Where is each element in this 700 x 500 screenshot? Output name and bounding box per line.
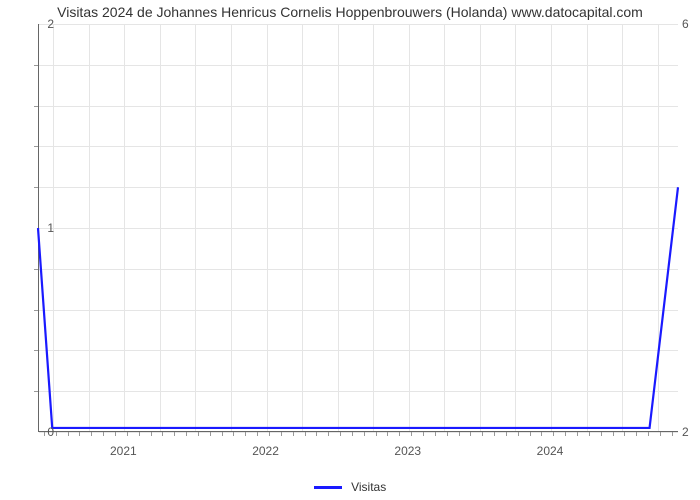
x-minor-tick (103, 432, 104, 436)
x-minor-tick (56, 432, 57, 436)
x-minor-tick (245, 432, 246, 436)
x-minor-tick (648, 432, 649, 436)
y-minor-tick (34, 146, 38, 147)
x-minor-tick (553, 432, 554, 436)
x-minor-tick (506, 432, 507, 436)
x-minor-tick (589, 432, 590, 436)
x-minor-tick (198, 432, 199, 436)
x-minor-tick (127, 432, 128, 436)
x-minor-tick (222, 432, 223, 436)
x-minor-tick (447, 432, 448, 436)
x-minor-tick (352, 432, 353, 436)
x-minor-tick (577, 432, 578, 436)
x-minor-tick (459, 432, 460, 436)
x-minor-tick (115, 432, 116, 436)
x-tick-label: 2023 (394, 444, 421, 458)
secondary-y-label: 2 (682, 425, 689, 439)
x-minor-tick (186, 432, 187, 436)
x-minor-tick (387, 432, 388, 436)
x-minor-tick (376, 432, 377, 436)
x-minor-tick (44, 432, 45, 436)
x-minor-tick (423, 432, 424, 436)
x-minor-tick (305, 432, 306, 436)
y-tick-label: 0 (24, 425, 54, 439)
x-minor-tick (79, 432, 80, 436)
x-minor-tick (316, 432, 317, 436)
x-minor-tick (269, 432, 270, 436)
x-minor-tick (518, 432, 519, 436)
gridline-horizontal (39, 432, 678, 433)
x-tick-label: 2022 (252, 444, 279, 458)
x-minor-tick (613, 432, 614, 436)
x-minor-tick (411, 432, 412, 436)
y-minor-tick (34, 310, 38, 311)
x-minor-tick (293, 432, 294, 436)
x-tick-label: 2021 (110, 444, 137, 458)
x-minor-tick (470, 432, 471, 436)
x-minor-tick (340, 432, 341, 436)
x-minor-tick (482, 432, 483, 436)
y-minor-tick (34, 269, 38, 270)
x-minor-tick (257, 432, 258, 436)
y-minor-tick (34, 106, 38, 107)
x-minor-tick (399, 432, 400, 436)
x-minor-tick (660, 432, 661, 436)
series-visitas (38, 187, 678, 428)
x-minor-tick (210, 432, 211, 436)
x-minor-tick (91, 432, 92, 436)
line-series-layer (38, 24, 678, 432)
x-minor-tick (162, 432, 163, 436)
x-minor-tick (565, 432, 566, 436)
x-tick-label: 2024 (537, 444, 564, 458)
x-minor-tick (174, 432, 175, 436)
y-tick-label: 2 (24, 17, 54, 31)
chart-container: Visitas 2024 de Johannes Henricus Cornel… (0, 0, 700, 500)
x-minor-tick (139, 432, 140, 436)
legend-swatch-visitas (314, 486, 342, 489)
x-minor-tick (530, 432, 531, 436)
x-minor-tick (672, 432, 673, 436)
x-minor-tick (624, 432, 625, 436)
x-minor-tick (68, 432, 69, 436)
x-minor-tick (541, 432, 542, 436)
x-minor-tick (281, 432, 282, 436)
y-minor-tick (34, 350, 38, 351)
y-minor-tick (34, 65, 38, 66)
x-minor-tick (636, 432, 637, 436)
x-minor-tick (494, 432, 495, 436)
x-minor-tick (364, 432, 365, 436)
legend-label-visitas: Visitas (351, 480, 386, 494)
x-minor-tick (328, 432, 329, 436)
y-minor-tick (34, 187, 38, 188)
x-minor-tick (435, 432, 436, 436)
y-tick-label: 1 (24, 221, 54, 235)
x-minor-tick (233, 432, 234, 436)
legend: Visitas (0, 480, 700, 494)
secondary-y-label: 6 (682, 17, 689, 31)
x-minor-tick (151, 432, 152, 436)
chart-title: Visitas 2024 de Johannes Henricus Cornel… (0, 4, 700, 20)
y-minor-tick (34, 391, 38, 392)
x-minor-tick (601, 432, 602, 436)
